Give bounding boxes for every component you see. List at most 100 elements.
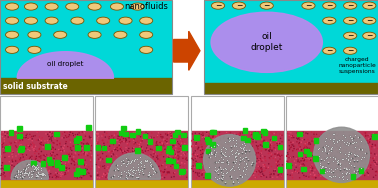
Point (346, 141, 352, 144)
Bar (206, 149, 211, 153)
Point (316, 154, 322, 157)
Point (235, 170, 242, 173)
Point (373, 170, 378, 173)
Point (151, 164, 157, 168)
Point (201, 135, 207, 138)
Point (53, 157, 59, 160)
Point (214, 143, 220, 146)
Point (1, 151, 7, 154)
Point (148, 148, 154, 151)
Point (297, 161, 303, 164)
Point (58, 175, 64, 178)
Point (136, 153, 142, 156)
Point (261, 174, 267, 177)
Point (118, 146, 124, 149)
Point (132, 154, 138, 157)
Point (45, 160, 51, 163)
Point (93, 163, 99, 166)
Point (115, 135, 121, 138)
Point (117, 176, 123, 179)
Point (204, 162, 210, 165)
Point (346, 134, 352, 137)
Point (58, 159, 64, 162)
Point (206, 147, 212, 150)
Point (22, 171, 28, 174)
Point (340, 174, 346, 177)
Point (274, 166, 280, 169)
Point (204, 145, 210, 148)
Point (311, 149, 318, 152)
Point (59, 169, 65, 172)
Point (125, 159, 131, 162)
Point (258, 175, 264, 178)
Point (230, 145, 236, 148)
Point (309, 139, 315, 143)
Point (348, 162, 354, 165)
Point (239, 161, 245, 164)
Point (178, 145, 184, 148)
Point (50, 176, 56, 179)
Point (182, 162, 188, 165)
Point (12, 141, 18, 144)
Point (175, 151, 181, 154)
Point (61, 136, 67, 139)
Point (329, 146, 335, 149)
Point (50, 151, 56, 154)
Point (192, 171, 198, 174)
Point (217, 162, 223, 165)
Point (132, 158, 138, 161)
Point (71, 166, 77, 169)
Point (341, 167, 347, 170)
Point (231, 147, 237, 150)
Point (24, 171, 30, 174)
Point (218, 153, 225, 156)
Point (62, 134, 68, 137)
Point (346, 140, 352, 143)
Point (30, 170, 36, 173)
Point (345, 148, 351, 151)
Point (311, 154, 317, 157)
Point (258, 135, 264, 138)
Point (366, 150, 372, 153)
Point (77, 158, 83, 161)
Bar (182, 145, 187, 149)
Point (165, 154, 171, 157)
Point (230, 164, 236, 167)
Point (356, 149, 362, 152)
Point (116, 135, 122, 138)
Point (138, 166, 144, 169)
Point (290, 149, 296, 152)
Point (347, 150, 353, 153)
Point (190, 144, 196, 147)
Point (59, 171, 65, 174)
Point (254, 146, 260, 149)
Point (223, 172, 229, 175)
Point (261, 139, 267, 142)
Point (334, 141, 340, 144)
Point (226, 154, 232, 157)
Point (328, 133, 335, 136)
Point (138, 171, 144, 174)
Point (195, 153, 201, 156)
Point (358, 158, 364, 161)
Point (168, 132, 174, 135)
Point (332, 175, 338, 178)
Point (302, 146, 308, 149)
Point (363, 152, 369, 155)
Point (335, 160, 341, 163)
Point (243, 167, 249, 170)
Point (223, 168, 229, 171)
Point (79, 147, 85, 150)
Point (148, 154, 154, 157)
Point (323, 166, 329, 169)
Point (344, 170, 350, 173)
Point (353, 150, 359, 153)
Point (333, 138, 339, 141)
Point (344, 148, 350, 151)
Point (288, 156, 294, 159)
Point (47, 133, 53, 136)
Point (288, 131, 294, 134)
Point (368, 166, 374, 169)
Point (271, 146, 277, 149)
Point (327, 138, 333, 141)
